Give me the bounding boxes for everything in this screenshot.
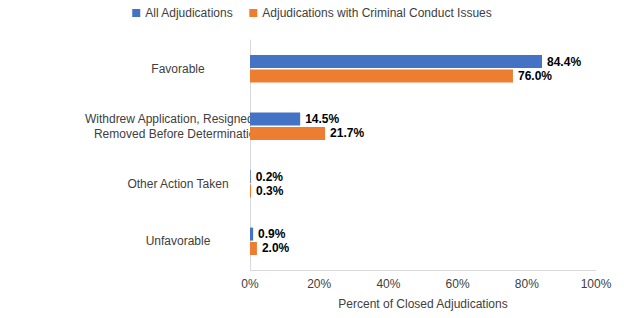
- svg-text:80%: 80%: [515, 277, 539, 291]
- svg-text:0.9%: 0.9%: [258, 227, 286, 241]
- svg-text:All Adjudications: All Adjudications: [145, 6, 232, 20]
- svg-text:Favorable: Favorable: [151, 62, 205, 76]
- svg-text:Withdrew Application, Resigned: Withdrew Application, Resigned, or: [85, 112, 271, 126]
- svg-text:100%: 100%: [581, 277, 612, 291]
- svg-text:0%: 0%: [241, 277, 259, 291]
- svg-text:14.5%: 14.5%: [305, 112, 339, 126]
- svg-text:Percent of Closed Adjudication: Percent of Closed Adjudications: [338, 297, 507, 311]
- svg-text:0.3%: 0.3%: [256, 184, 284, 198]
- svg-text:40%: 40%: [376, 277, 400, 291]
- svg-text:60%: 60%: [446, 277, 470, 291]
- svg-text:84.4%: 84.4%: [547, 55, 581, 69]
- svg-text:Unfavorable: Unfavorable: [146, 234, 211, 248]
- svg-text:Adjudications with Criminal Co: Adjudications with Criminal Conduct Issu…: [262, 6, 491, 20]
- svg-text:76.0%: 76.0%: [518, 69, 552, 83]
- svg-text:21.7%: 21.7%: [330, 126, 364, 140]
- svg-text:Removed Before Determination: Removed Before Determination: [94, 127, 262, 141]
- svg-text:Other Action Taken: Other Action Taken: [127, 177, 228, 191]
- svg-text:2.0%: 2.0%: [262, 241, 290, 255]
- svg-text:20%: 20%: [307, 277, 331, 291]
- svg-text:0.2%: 0.2%: [256, 170, 284, 184]
